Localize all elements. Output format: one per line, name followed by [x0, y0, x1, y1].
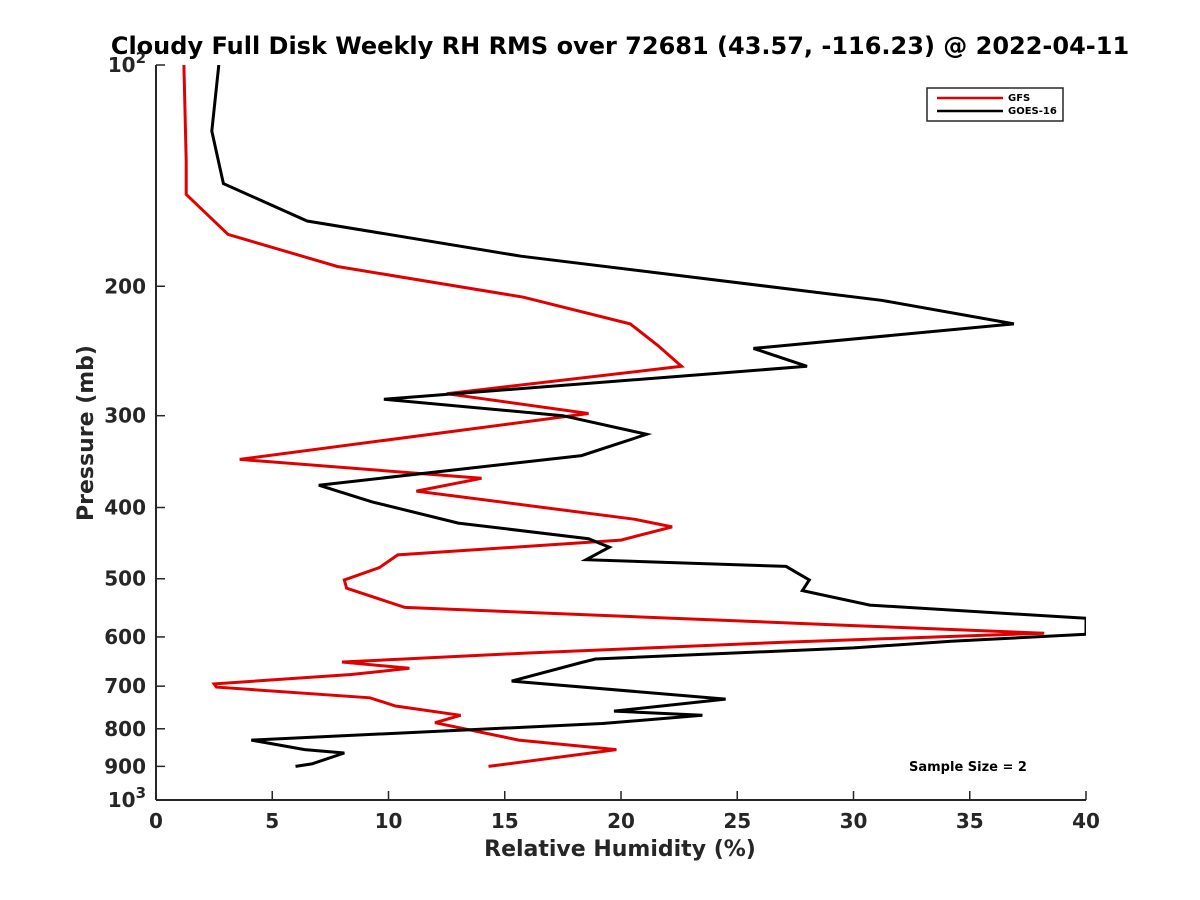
x-tick-label: 10 [375, 809, 403, 833]
legend: GFS GOES-16 [926, 87, 1064, 122]
legend-box [926, 87, 1064, 122]
y-tick-label: 900 [104, 754, 146, 778]
x-axis-label: Relative Humidity (%) [484, 837, 756, 862]
chart-title: Cloudy Full Disk Weekly RH RMS over 7268… [111, 32, 1129, 60]
x-tick-label: 35 [956, 809, 984, 833]
series-line-goes16 [210, 65, 1086, 768]
x-tick-label: 20 [607, 809, 635, 833]
x-tick-label: 25 [723, 809, 751, 833]
y-tick-label: 700 [104, 674, 146, 698]
legend-label-goes16: GOES-16 [1008, 106, 1057, 117]
legend-label-gfs: GFS [1008, 93, 1030, 104]
y-tick-label: 500 [104, 567, 146, 591]
series-line-gfs [182, 65, 1045, 768]
y-tick-label: 400 [104, 496, 146, 520]
x-tick-label: 40 [1072, 809, 1100, 833]
y-tick-label: 200 [104, 274, 146, 298]
series-layer [182, 65, 1086, 768]
y-tick-label: 600 [104, 625, 146, 649]
x-tick-label: 0 [149, 809, 163, 833]
y-tick-label: 800 [104, 717, 146, 741]
x-tick-label: 30 [840, 809, 868, 833]
y-tick-label: 300 [104, 404, 146, 428]
y-axis-label: Pressure (mb) [74, 345, 99, 521]
x-tick-label: 5 [265, 809, 279, 833]
sample-size-annotation: Sample Size = 2 [909, 760, 1027, 775]
x-tick-label: 15 [491, 809, 519, 833]
ticks-layer: 0 5 10 15 20 25 30 35 40102200300400500600700800… [104, 49, 1100, 833]
